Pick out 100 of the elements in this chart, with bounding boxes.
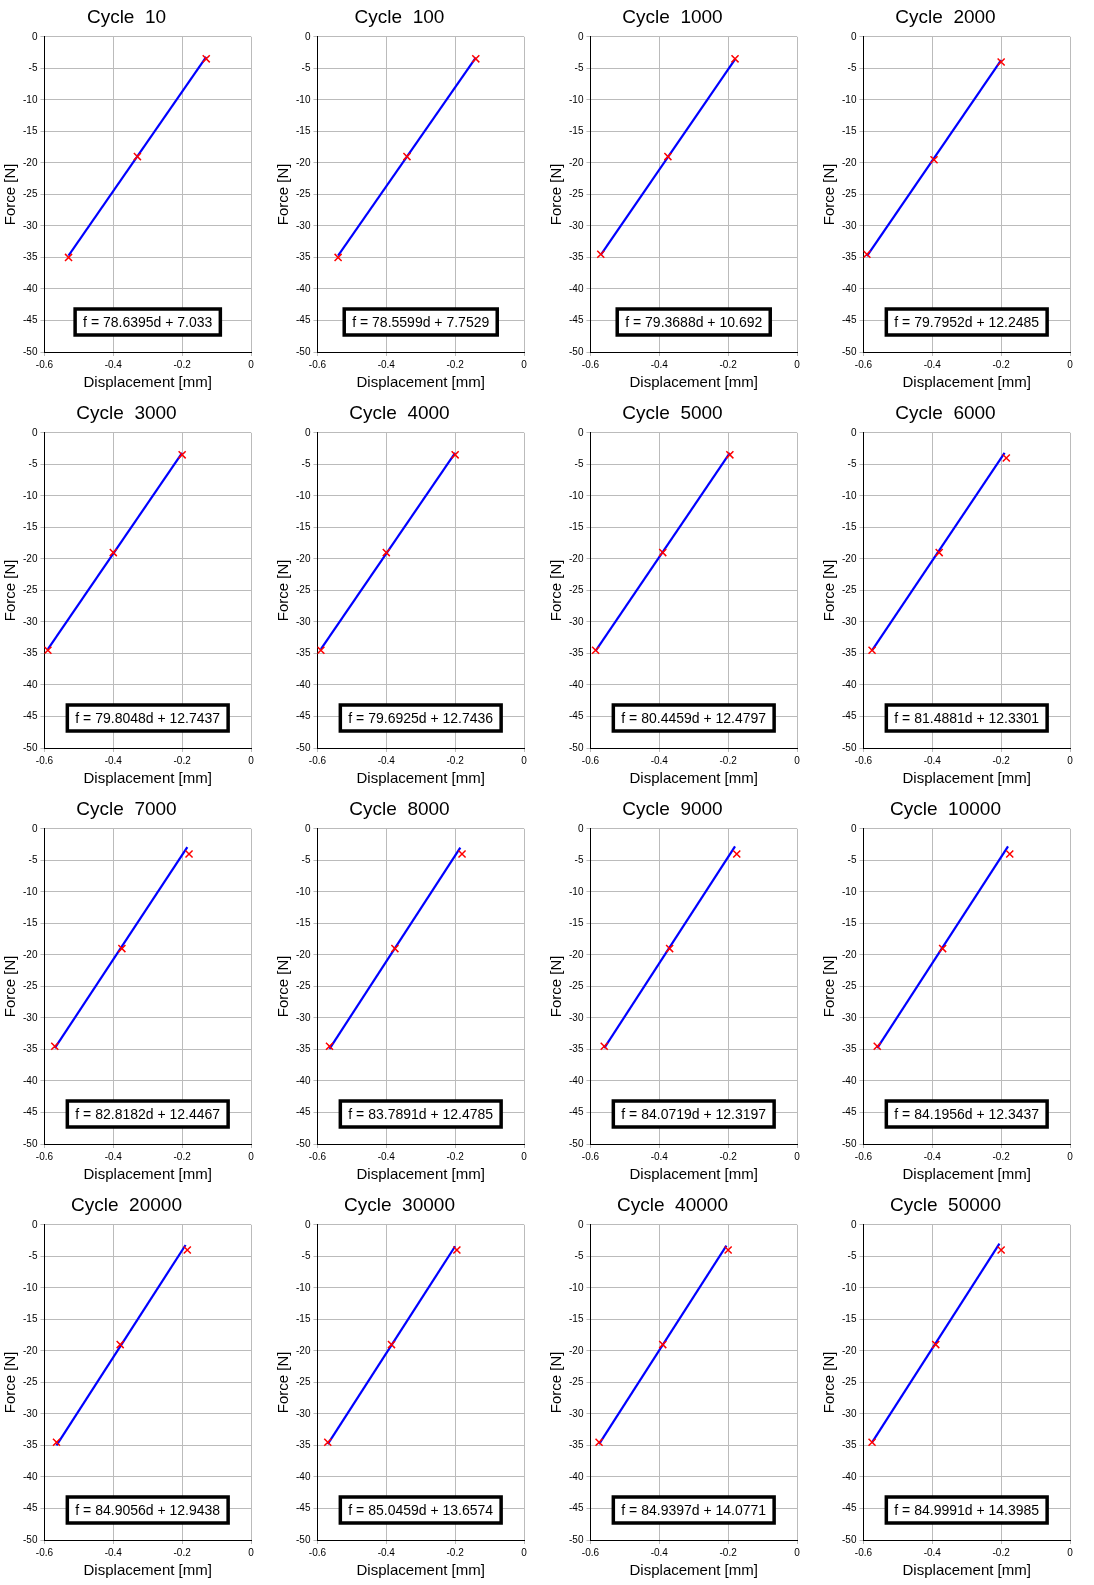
y-tick-label: -50 bbox=[842, 345, 857, 357]
y-tick-label: -50 bbox=[569, 345, 584, 357]
x-tick-label: 0 bbox=[521, 1150, 528, 1162]
annotation: f = 81.4881d + 12.3301 bbox=[894, 709, 1040, 726]
x-tick-label: -0.6 bbox=[35, 754, 54, 766]
y-tick-label: -30 bbox=[23, 1011, 38, 1023]
y-tick-label: -35 bbox=[23, 1043, 38, 1055]
x-axis-title: Displacement [mm] bbox=[902, 1561, 1031, 1579]
y-tick-label: -50 bbox=[296, 1137, 311, 1149]
y-tick-label: -40 bbox=[569, 1074, 584, 1086]
point bbox=[471, 54, 481, 64]
y-tick-label: 0 bbox=[850, 822, 857, 834]
x-axis-title: Displacement [mm] bbox=[83, 769, 212, 787]
y-tick-label: -10 bbox=[569, 1281, 584, 1293]
y-tick-label: -45 bbox=[23, 1106, 38, 1118]
x-tick-label: 0 bbox=[521, 358, 528, 370]
y-tick-label: -35 bbox=[23, 251, 38, 263]
x-tick-label: -0.6 bbox=[308, 1546, 327, 1558]
y-tick-label: 0 bbox=[304, 426, 311, 438]
y-tick-label: -5 bbox=[847, 1250, 857, 1262]
x-tick-label: -0.2 bbox=[719, 1150, 738, 1162]
annotation: f = 78.6395d + 7.033 bbox=[83, 313, 213, 330]
y-tick-label: -25 bbox=[569, 584, 584, 596]
annotation: f = 80.4459d + 12.4797 bbox=[621, 709, 767, 726]
point bbox=[117, 944, 127, 953]
y-axis-title: Force [N] bbox=[547, 1351, 565, 1414]
y-axis-title: Force [N] bbox=[547, 163, 565, 226]
y-tick-label: 0 bbox=[850, 1218, 857, 1230]
y-tick-label: -40 bbox=[296, 1470, 311, 1482]
y-tick-label: -45 bbox=[23, 1502, 38, 1514]
point bbox=[591, 646, 600, 655]
y-tick-label: -15 bbox=[569, 521, 584, 533]
y-tick-label: -20 bbox=[842, 552, 857, 564]
y-tick-label: -5 bbox=[574, 854, 584, 866]
y-tick-label: -15 bbox=[569, 917, 584, 929]
chart-title: Cycle 4000 bbox=[349, 401, 450, 423]
x-tick-label: -0.2 bbox=[719, 1546, 738, 1558]
y-tick-label: 0 bbox=[31, 30, 38, 42]
y-tick-label: -20 bbox=[296, 156, 311, 168]
y-tick-label: -45 bbox=[296, 1106, 311, 1118]
y-tick-label: -30 bbox=[842, 219, 857, 231]
y-tick-label: -40 bbox=[296, 282, 311, 294]
y-tick-label: -35 bbox=[842, 251, 857, 263]
chart-title: Cycle 10 bbox=[86, 5, 167, 27]
y-tick-label: -45 bbox=[296, 314, 311, 326]
y-tick-label: -15 bbox=[23, 917, 38, 929]
x-tick-label: -0.2 bbox=[173, 1546, 192, 1558]
x-axis-title: Displacement [mm] bbox=[356, 769, 485, 787]
y-tick-label: -30 bbox=[296, 1407, 311, 1419]
y-tick-label: -25 bbox=[23, 980, 38, 992]
chart-title: Cycle 40000 bbox=[617, 1193, 728, 1215]
point bbox=[387, 1340, 396, 1349]
y-tick-label: -25 bbox=[569, 188, 584, 200]
y-axis-title: Force [N] bbox=[547, 559, 565, 622]
x-tick-label: -0.2 bbox=[173, 1150, 192, 1162]
y-tick-label: 0 bbox=[577, 30, 584, 42]
y-tick-label: -25 bbox=[296, 980, 311, 992]
y-tick-label: -25 bbox=[296, 188, 311, 200]
y-tick-label: -10 bbox=[842, 93, 857, 105]
chart-title: Cycle 20000 bbox=[71, 1193, 182, 1215]
point bbox=[177, 450, 187, 460]
x-tick-label: -0.6 bbox=[308, 1150, 327, 1162]
y-tick-label: -40 bbox=[296, 1074, 311, 1086]
x-tick-label: -0.6 bbox=[35, 1546, 54, 1558]
y-tick-label: -15 bbox=[842, 521, 857, 533]
annotation: f = 78.5599d + 7.7529 bbox=[352, 313, 490, 330]
y-tick-label: -50 bbox=[296, 345, 311, 357]
y-tick-label: -35 bbox=[569, 1439, 584, 1451]
annotation: f = 82.8182d + 12.4467 bbox=[75, 1105, 221, 1122]
point bbox=[996, 1245, 1006, 1255]
point bbox=[402, 152, 412, 161]
x-tick-label: 0 bbox=[794, 754, 801, 766]
x-tick-label: -0.6 bbox=[35, 358, 54, 370]
y-tick-label: -15 bbox=[842, 917, 857, 929]
y-tick-label: -30 bbox=[296, 615, 311, 627]
point bbox=[665, 944, 674, 953]
y-tick-label: -20 bbox=[569, 948, 584, 960]
x-tick-label: 0 bbox=[1067, 1546, 1074, 1558]
y-tick-label: -25 bbox=[842, 188, 857, 200]
y-tick-label: -10 bbox=[23, 93, 38, 105]
y-tick-label: -20 bbox=[569, 552, 584, 564]
y-tick-label: -35 bbox=[296, 1043, 311, 1055]
y-tick-label: -5 bbox=[574, 62, 584, 74]
y-tick-label: -25 bbox=[569, 980, 584, 992]
x-tick-label: 0 bbox=[794, 1150, 801, 1162]
y-tick-label: -30 bbox=[296, 219, 311, 231]
annotation: f = 84.9991d + 14.3985 bbox=[894, 1501, 1040, 1518]
y-tick-label: -30 bbox=[569, 219, 584, 231]
chart-title: Cycle 1000 bbox=[622, 5, 723, 27]
annotation: f = 79.6925d + 12.7436 bbox=[348, 709, 494, 726]
point bbox=[867, 646, 877, 655]
y-tick-label: -45 bbox=[23, 314, 38, 326]
y-tick-label: -5 bbox=[28, 854, 38, 866]
y-tick-label: -45 bbox=[842, 710, 857, 722]
point bbox=[450, 450, 460, 460]
x-tick-label: -0.2 bbox=[992, 1150, 1011, 1162]
y-axis-title: Force [N] bbox=[1, 1351, 19, 1414]
x-axis-title: Displacement [mm] bbox=[629, 769, 758, 787]
y-tick-label: -15 bbox=[296, 521, 311, 533]
x-tick-label: -0.4 bbox=[923, 1546, 942, 1558]
